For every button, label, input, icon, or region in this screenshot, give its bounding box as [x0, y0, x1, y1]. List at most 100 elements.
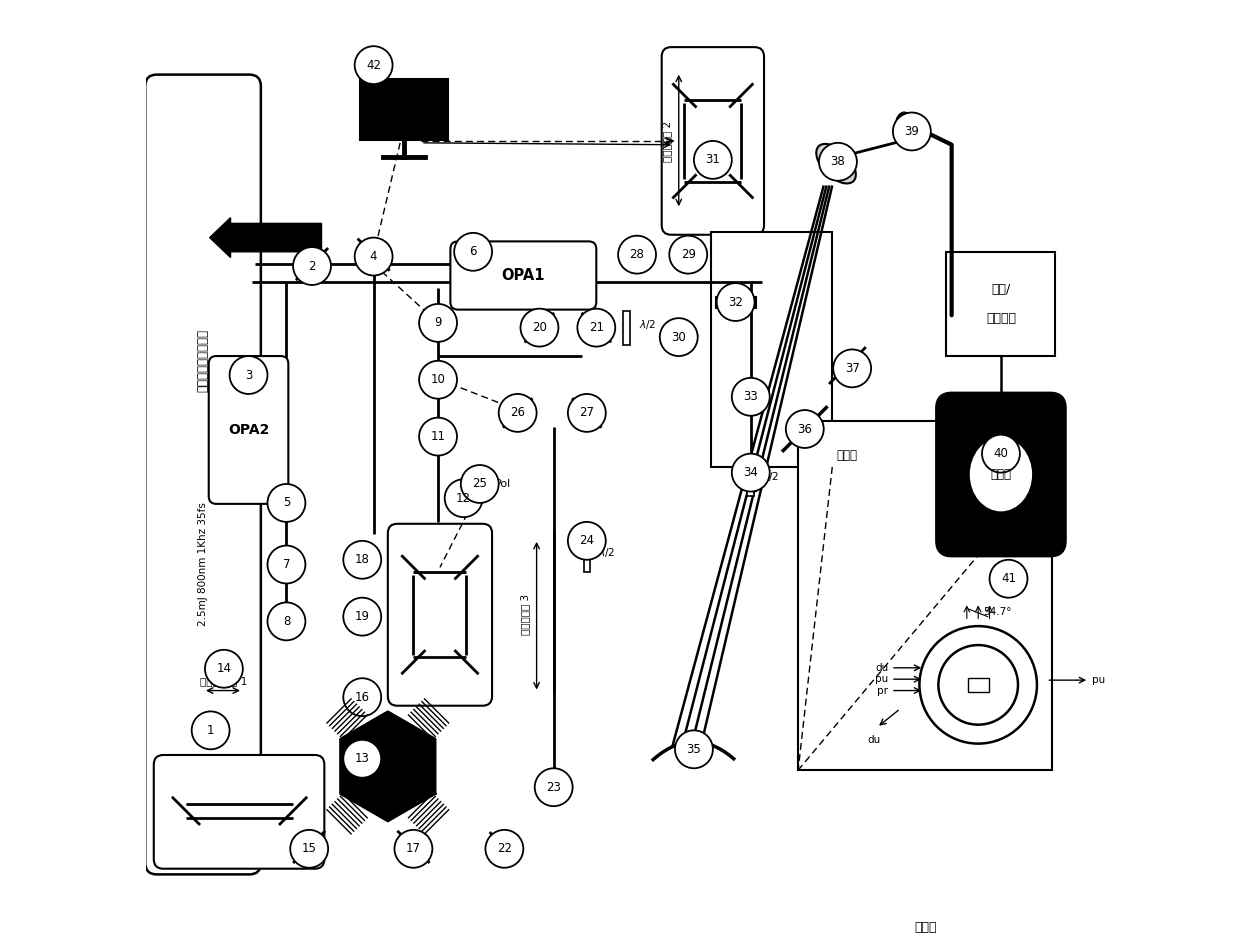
Text: 时间延迟台 2: 时间延迟台 2: [662, 121, 672, 161]
Text: 15: 15: [301, 843, 316, 855]
Text: 11: 11: [430, 430, 445, 443]
Circle shape: [419, 361, 458, 399]
Circle shape: [419, 418, 458, 456]
Circle shape: [293, 247, 331, 285]
FancyBboxPatch shape: [154, 755, 325, 868]
Text: 1: 1: [207, 724, 215, 736]
Circle shape: [578, 308, 615, 346]
Text: 33: 33: [744, 390, 758, 403]
Bar: [361, 79, 448, 140]
Text: 25: 25: [472, 477, 487, 491]
Bar: [624, 310, 630, 344]
Bar: [275, 618, 298, 625]
Text: 26: 26: [510, 406, 526, 419]
Circle shape: [192, 712, 229, 750]
Circle shape: [343, 598, 381, 636]
Text: 样品池: 样品池: [836, 449, 857, 462]
Circle shape: [534, 769, 573, 806]
Bar: [711, 232, 832, 467]
Text: 飞秒超连续白光激光: 飞秒超连续白光激光: [197, 329, 210, 392]
Text: 6: 6: [470, 245, 477, 258]
Polygon shape: [340, 712, 435, 821]
Circle shape: [619, 236, 655, 272]
Text: 54.7°: 54.7°: [983, 607, 1012, 617]
Text: 19: 19: [355, 610, 370, 623]
FancyArrow shape: [210, 217, 321, 257]
Circle shape: [498, 394, 537, 432]
Text: $\lambda$/2: $\lambda$/2: [598, 546, 615, 559]
Bar: [272, 560, 301, 569]
Text: 12: 12: [456, 492, 471, 505]
Text: 41: 41: [1001, 572, 1016, 586]
Bar: [748, 462, 754, 496]
Circle shape: [732, 378, 770, 416]
Text: 5: 5: [283, 496, 290, 510]
Text: $\lambda$/2: $\lambda$/2: [763, 470, 780, 483]
Circle shape: [675, 731, 713, 769]
Text: 36: 36: [797, 422, 812, 436]
Text: 30: 30: [671, 330, 686, 344]
Text: 2.5mJ 800nm 1Khz 35fs: 2.5mJ 800nm 1Khz 35fs: [198, 503, 208, 626]
Text: 18: 18: [355, 553, 370, 567]
Bar: [946, 251, 1055, 356]
Text: 16: 16: [355, 691, 370, 704]
Ellipse shape: [816, 144, 856, 183]
Circle shape: [618, 235, 656, 273]
Bar: [445, 493, 481, 503]
Circle shape: [343, 740, 381, 778]
Text: OPA2: OPA2: [228, 423, 269, 437]
Circle shape: [268, 603, 305, 641]
Circle shape: [445, 479, 482, 517]
Bar: [967, 679, 988, 692]
FancyBboxPatch shape: [208, 356, 289, 504]
Circle shape: [694, 141, 732, 178]
Text: 38: 38: [831, 156, 846, 168]
Text: 时间延迟台 3: 时间延迟台 3: [521, 594, 531, 635]
Text: 40: 40: [993, 447, 1008, 460]
Text: 27: 27: [579, 406, 594, 419]
Text: 7: 7: [283, 558, 290, 571]
Circle shape: [893, 113, 931, 151]
Circle shape: [268, 546, 305, 584]
Text: du: du: [875, 662, 888, 673]
FancyBboxPatch shape: [662, 47, 764, 234]
Text: 8: 8: [283, 615, 290, 628]
Text: 34: 34: [743, 466, 758, 479]
Text: 3: 3: [244, 368, 252, 381]
Text: $\lambda$/2: $\lambda$/2: [639, 318, 656, 331]
Text: OPA1: OPA1: [502, 268, 546, 283]
Text: 时间延迟平台 1: 时间延迟平台 1: [200, 676, 248, 686]
Text: 37: 37: [844, 362, 859, 375]
Circle shape: [661, 319, 697, 355]
FancyBboxPatch shape: [936, 393, 1065, 556]
Bar: [464, 480, 490, 490]
Ellipse shape: [423, 312, 454, 329]
Text: 聚焦光路: 聚焦光路: [986, 311, 1016, 325]
Text: 9: 9: [434, 316, 441, 329]
Bar: [714, 296, 756, 307]
Text: 24: 24: [579, 534, 594, 548]
Text: 10: 10: [430, 373, 445, 386]
Circle shape: [355, 237, 393, 275]
Text: pr: pr: [877, 685, 888, 696]
Circle shape: [268, 484, 305, 522]
Circle shape: [670, 235, 707, 273]
Circle shape: [394, 829, 433, 867]
Circle shape: [919, 626, 1037, 744]
Circle shape: [290, 829, 329, 867]
Text: 23: 23: [547, 781, 562, 793]
Circle shape: [939, 645, 1018, 725]
Text: 14: 14: [217, 662, 232, 676]
Text: 29: 29: [681, 248, 696, 261]
Ellipse shape: [423, 371, 454, 388]
Circle shape: [568, 522, 606, 560]
Text: Pol: Pol: [495, 479, 511, 489]
FancyBboxPatch shape: [145, 75, 260, 874]
Circle shape: [982, 435, 1019, 473]
Text: 13: 13: [355, 753, 370, 765]
Text: 21: 21: [589, 321, 604, 334]
Bar: [422, 432, 455, 441]
Text: 17: 17: [405, 843, 420, 855]
Text: 32: 32: [728, 295, 743, 308]
Bar: [746, 379, 755, 415]
